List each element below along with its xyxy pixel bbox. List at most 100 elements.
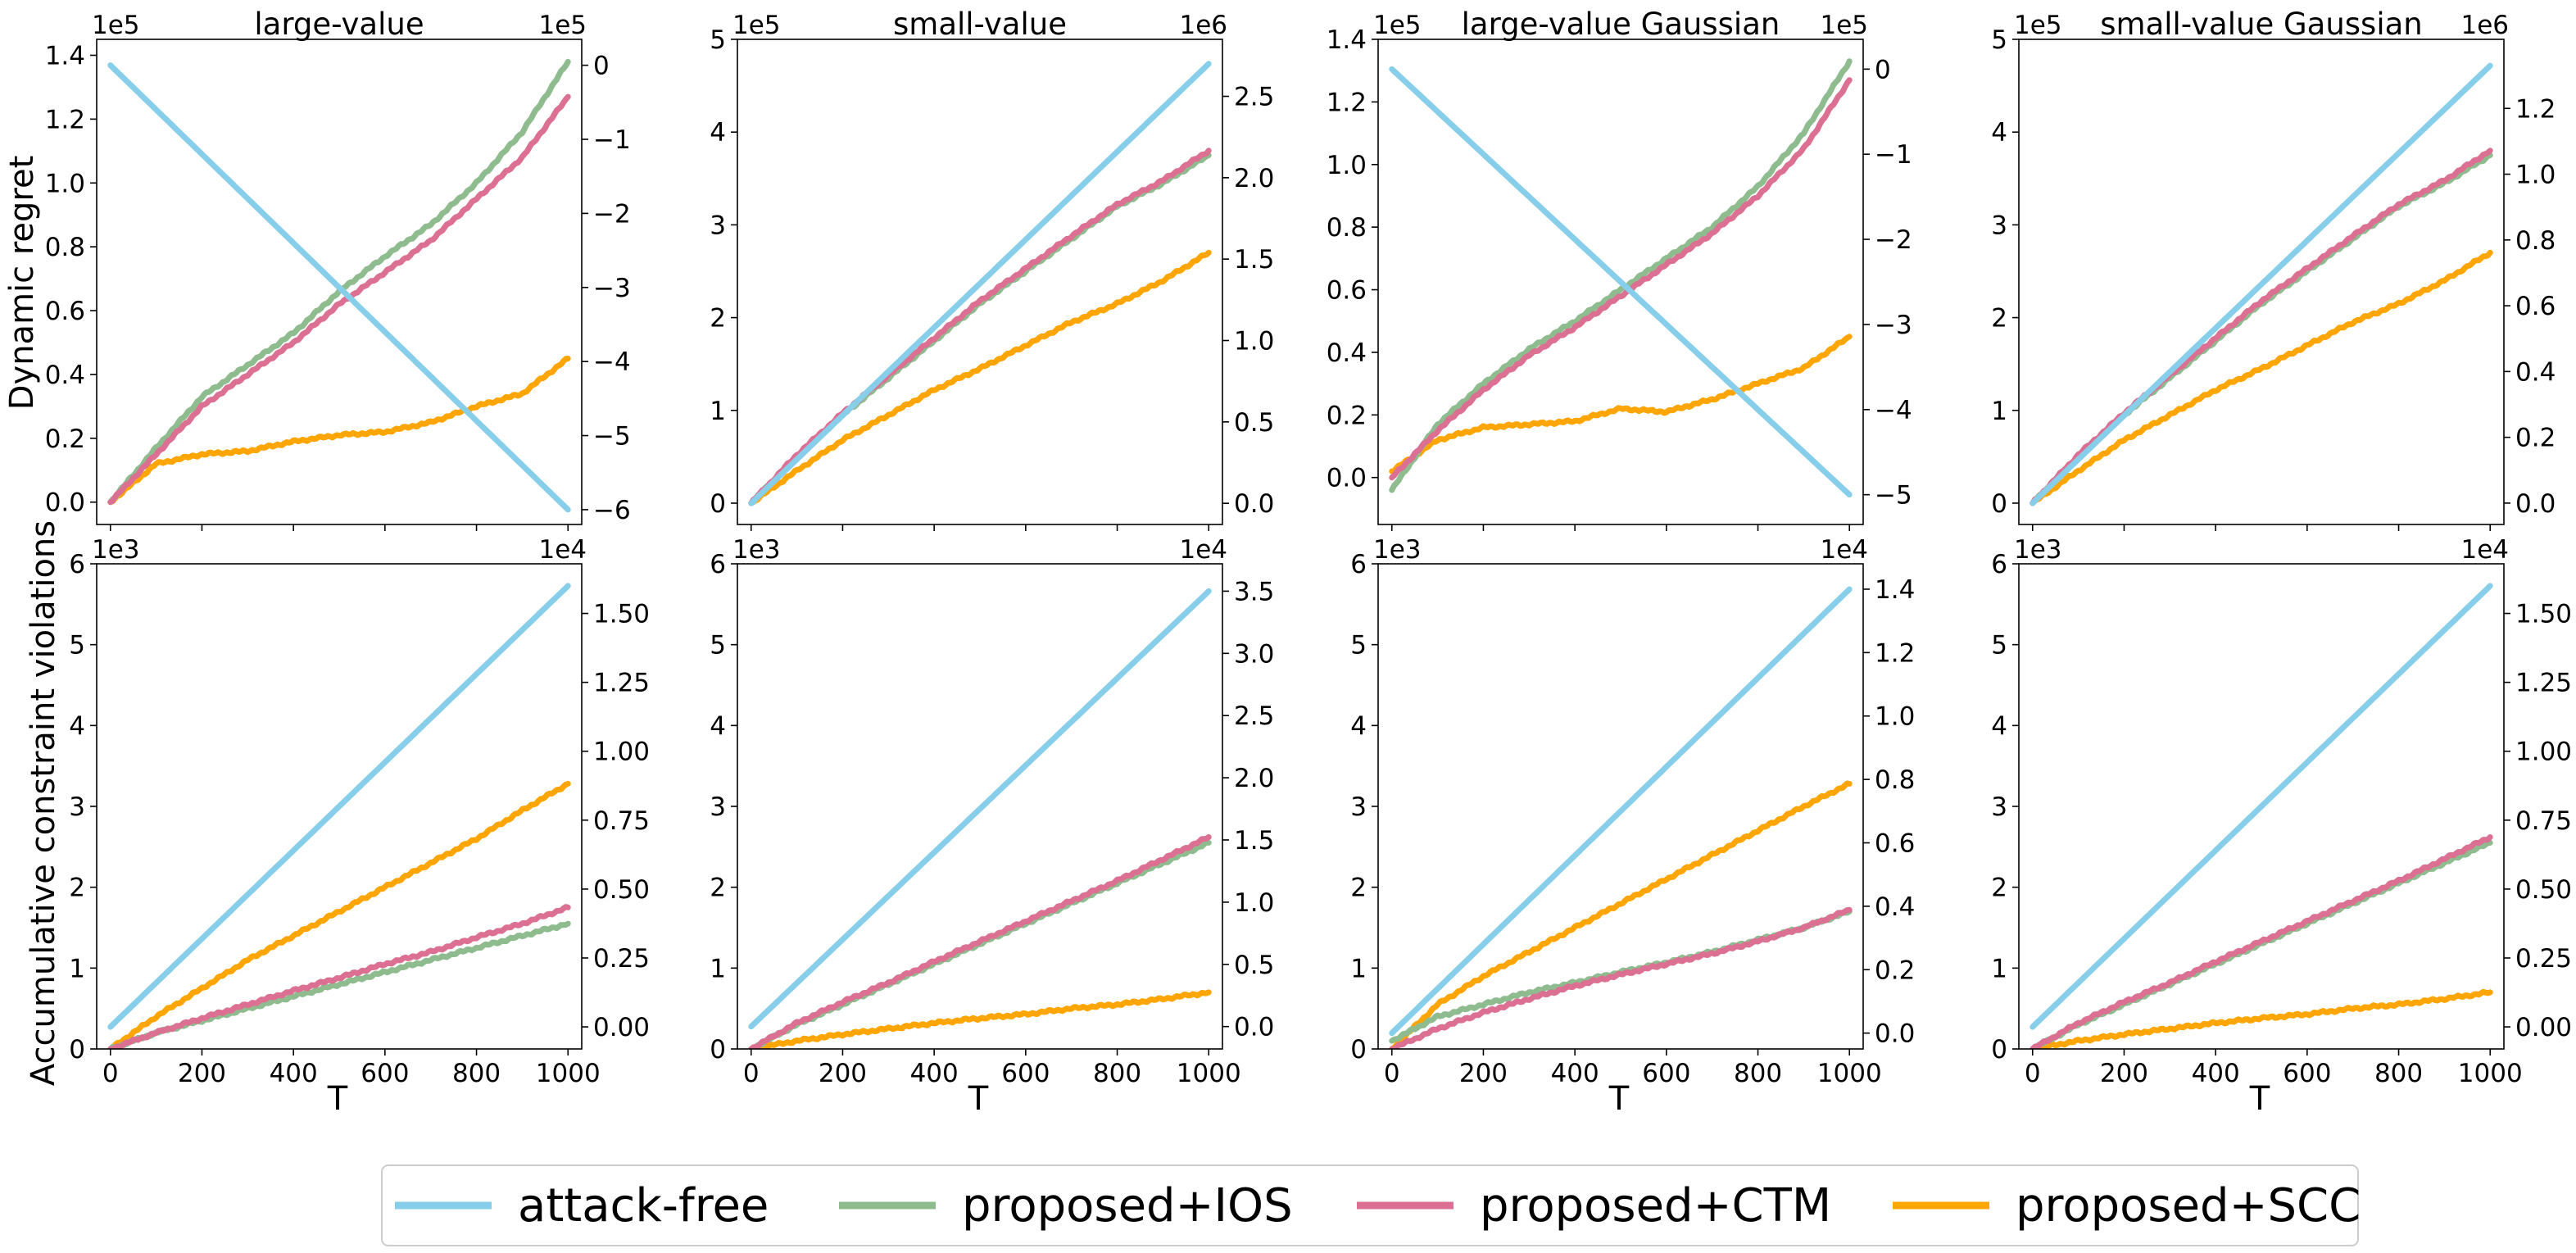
left-tick-label: 1.0 xyxy=(1327,151,1367,180)
left-axis-offset-label: 1e3 xyxy=(92,535,140,565)
right-tick-label: 0.8 xyxy=(1875,765,1915,795)
x-tick-label: 1000 xyxy=(2458,1059,2523,1088)
left-tick-label: 0 xyxy=(710,1035,726,1065)
series-line-proposed-scc xyxy=(2030,988,2493,1049)
left-tick-label: 0 xyxy=(710,489,726,519)
left-tick-label: 0.2 xyxy=(45,424,85,454)
left-tick-label: 1 xyxy=(710,954,726,983)
left-tick-label: 3 xyxy=(710,792,726,822)
series-line-proposed-ctm xyxy=(2030,834,2493,1049)
x-tick-label: 600 xyxy=(1001,1059,1050,1088)
left-tick-label: 5 xyxy=(710,631,726,661)
series-line-proposed-scc xyxy=(748,989,1212,1049)
left-tick-label: 1 xyxy=(1991,397,2007,426)
plot-frame xyxy=(2018,39,2505,525)
plot-frame xyxy=(96,39,583,525)
right-tick-label: −2 xyxy=(593,199,631,229)
series-line-proposed-ctm xyxy=(748,148,1212,506)
subplot-1-3: 0.0 0.2 0.4 0.6 0.8 1.0 1.2 1.4 0 −1 −2 −3 −4 −5 1e5 1e… xyxy=(1327,7,1912,531)
series-line-proposed-scc xyxy=(107,780,571,1049)
series-line-proposed-ctm xyxy=(107,904,571,1049)
x-tick-label: 1000 xyxy=(1817,1059,1882,1088)
right-tick-label: 0.25 xyxy=(593,944,650,974)
legend-label-proposed-ios: proposed+IOS xyxy=(962,1179,1293,1233)
left-tick-label: 0.4 xyxy=(1327,338,1367,368)
x-tick-label: 1000 xyxy=(536,1059,601,1088)
left-axis-offset-label: 1e5 xyxy=(2014,11,2062,40)
left-tick-label: 3 xyxy=(69,792,85,822)
subplot-title: large-value xyxy=(254,7,424,42)
series-line-proposed-ctm xyxy=(748,834,1212,1049)
left-tick-label: 4 xyxy=(1991,711,2007,741)
right-tick-label: 1.0 xyxy=(1234,888,1274,918)
right-tick-label: 0.00 xyxy=(593,1013,650,1042)
left-tick-label: 0.8 xyxy=(45,233,85,262)
right-tick-label: 0.75 xyxy=(2515,806,2572,836)
left-tick-label: 2 xyxy=(1991,874,2007,903)
right-tick-label: 1.5 xyxy=(1234,245,1274,275)
left-tick-label: 1.4 xyxy=(45,41,85,70)
left-tick-label: 1 xyxy=(1991,954,2007,983)
right-tick-label: 2.0 xyxy=(1234,164,1274,193)
series-line-proposed-ctm xyxy=(1389,906,1853,1049)
series-group xyxy=(107,58,571,513)
series-group xyxy=(107,583,571,1049)
right-tick-label: 2.5 xyxy=(1234,83,1274,112)
right-tick-label: −5 xyxy=(1875,481,1912,511)
right-axis-offset-label: 1e5 xyxy=(538,11,587,40)
left-tick-label: 0.0 xyxy=(1327,464,1367,493)
plot-frame xyxy=(1377,39,1864,525)
right-tick-label: 0.75 xyxy=(593,806,650,836)
left-tick-label: 5 xyxy=(710,25,726,55)
subplot-title: small-value xyxy=(893,7,1067,42)
right-tick-label: 1.0 xyxy=(1875,702,1915,732)
left-tick-label: 5 xyxy=(1350,631,1367,661)
legend-label-proposed-ctm: proposed+CTM xyxy=(1480,1179,1831,1233)
right-tick-label: 0.25 xyxy=(2515,944,2572,974)
right-tick-label: −2 xyxy=(1875,225,1912,255)
x-tick-label: 1000 xyxy=(1177,1059,1241,1088)
x-tick-label: 200 xyxy=(1459,1059,1508,1088)
right-tick-label: 0 xyxy=(1875,55,1891,84)
series-line-attack-free xyxy=(748,61,1212,506)
left-tick-label: 1.2 xyxy=(1327,88,1367,117)
subplot-title: small-value Gaussian xyxy=(2100,7,2423,42)
left-tick-label: 1.4 xyxy=(1327,25,1367,55)
series-line-proposed-ctm xyxy=(107,93,571,506)
series-line-attack-free xyxy=(1389,586,1853,1037)
left-tick-label: 0.6 xyxy=(45,297,85,326)
x-tick-label: 200 xyxy=(819,1059,867,1088)
left-tick-label: 6 xyxy=(69,550,85,579)
series-line-proposed-ctm xyxy=(2030,148,2493,506)
x-tick-label: 800 xyxy=(2374,1059,2423,1088)
right-tick-label: 1.0 xyxy=(1234,327,1274,356)
y-axis-label-constraint-violations: Accumulative constraint violations xyxy=(25,520,62,1086)
left-tick-label: 5 xyxy=(69,631,85,661)
x-tick-label: 0 xyxy=(743,1059,760,1088)
x-tick-label: 0 xyxy=(1384,1059,1400,1088)
right-tick-label: 1.2 xyxy=(2515,94,2556,124)
series-line-proposed-scc xyxy=(1389,780,1853,1049)
left-tick-label: 0 xyxy=(1991,1035,2007,1065)
left-tick-label: 1.0 xyxy=(45,169,85,198)
left-axis-offset-label: 1e3 xyxy=(1373,535,1422,565)
series-line-proposed-scc xyxy=(107,356,571,506)
x-tick-label: 400 xyxy=(270,1059,318,1088)
x-tick-label: 600 xyxy=(2283,1059,2331,1088)
right-tick-label: 0.8 xyxy=(2515,226,2556,256)
right-tick-label: −1 xyxy=(593,125,631,155)
series-group xyxy=(2030,62,2493,506)
right-tick-label: 0.00 xyxy=(2515,1013,2572,1042)
right-tick-label: −6 xyxy=(593,496,631,525)
left-tick-label: 0.4 xyxy=(45,361,85,390)
legend: attack-free proposed+IOS proposed+CTM pr… xyxy=(381,1164,2361,1246)
right-tick-label: 0.0 xyxy=(2515,489,2556,519)
left-tick-label: 2 xyxy=(710,304,726,334)
left-axis-offset-label: 1e3 xyxy=(2014,535,2062,565)
left-tick-label: 0 xyxy=(1991,489,2007,519)
right-tick-label: −4 xyxy=(1875,396,1912,425)
x-tick-label: 600 xyxy=(361,1059,409,1088)
x-axis-label-col-1: T xyxy=(327,1080,348,1118)
left-axis-offset-label: 1e5 xyxy=(92,11,140,40)
series-line-attack-free xyxy=(2030,62,2493,506)
